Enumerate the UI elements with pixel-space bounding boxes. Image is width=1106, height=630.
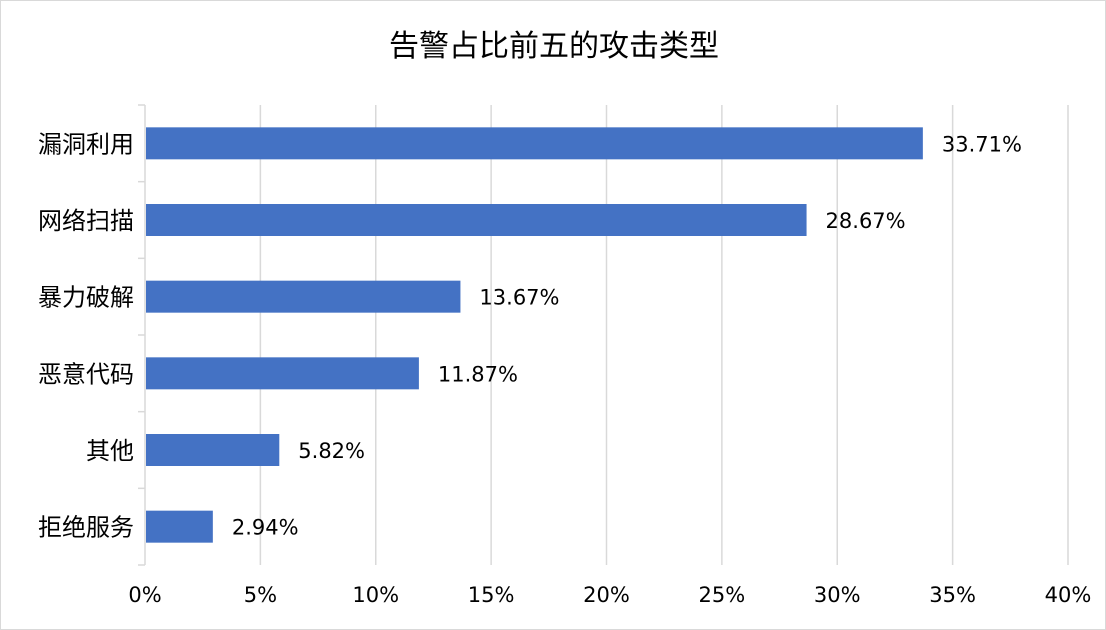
x-tick-label: 40% (1045, 583, 1092, 607)
x-tick-label: 5% (244, 583, 277, 607)
bar (146, 280, 461, 313)
x-tick-label: 0% (128, 583, 161, 607)
data-label: 5.82% (298, 439, 365, 463)
x-tick-labels: 0% 5% 10% 15% 20% 25% 30% 35% 40% (128, 583, 1091, 607)
bar (146, 510, 213, 543)
bar (146, 127, 923, 160)
category-label: 恶意代码 (38, 360, 134, 388)
category-label: 拒绝服务 (38, 514, 134, 542)
chart-title: 告警占比前五的攻击类型 (389, 29, 719, 64)
bar (146, 204, 807, 236)
category-axis (138, 104, 146, 566)
category-label: 暴力破解 (38, 284, 134, 312)
x-tick-label: 20% (583, 583, 630, 607)
data-label: 33.71% (942, 132, 1022, 156)
data-label: 13.67% (479, 286, 559, 310)
gridlines (259, 105, 1069, 565)
bar (146, 434, 280, 466)
category-label: 其他 (86, 437, 134, 465)
category-label: 网络扫描 (38, 207, 134, 235)
x-tick-label: 25% (699, 583, 746, 607)
data-label: 2.94% (232, 516, 299, 540)
bar (146, 357, 419, 390)
data-labels: 33.71% 28.67% 13.67% 11.87% 5.82% 2.94% (232, 132, 1022, 539)
x-tick-label: 35% (929, 583, 976, 607)
data-label: 11.87% (438, 362, 518, 386)
bars (146, 127, 923, 543)
x-tick-label: 15% (468, 583, 515, 607)
x-tick-label: 10% (352, 583, 399, 607)
data-label: 28.67% (826, 209, 906, 233)
category-label: 漏洞利用 (38, 130, 134, 158)
x-tick-label: 30% (814, 583, 861, 607)
